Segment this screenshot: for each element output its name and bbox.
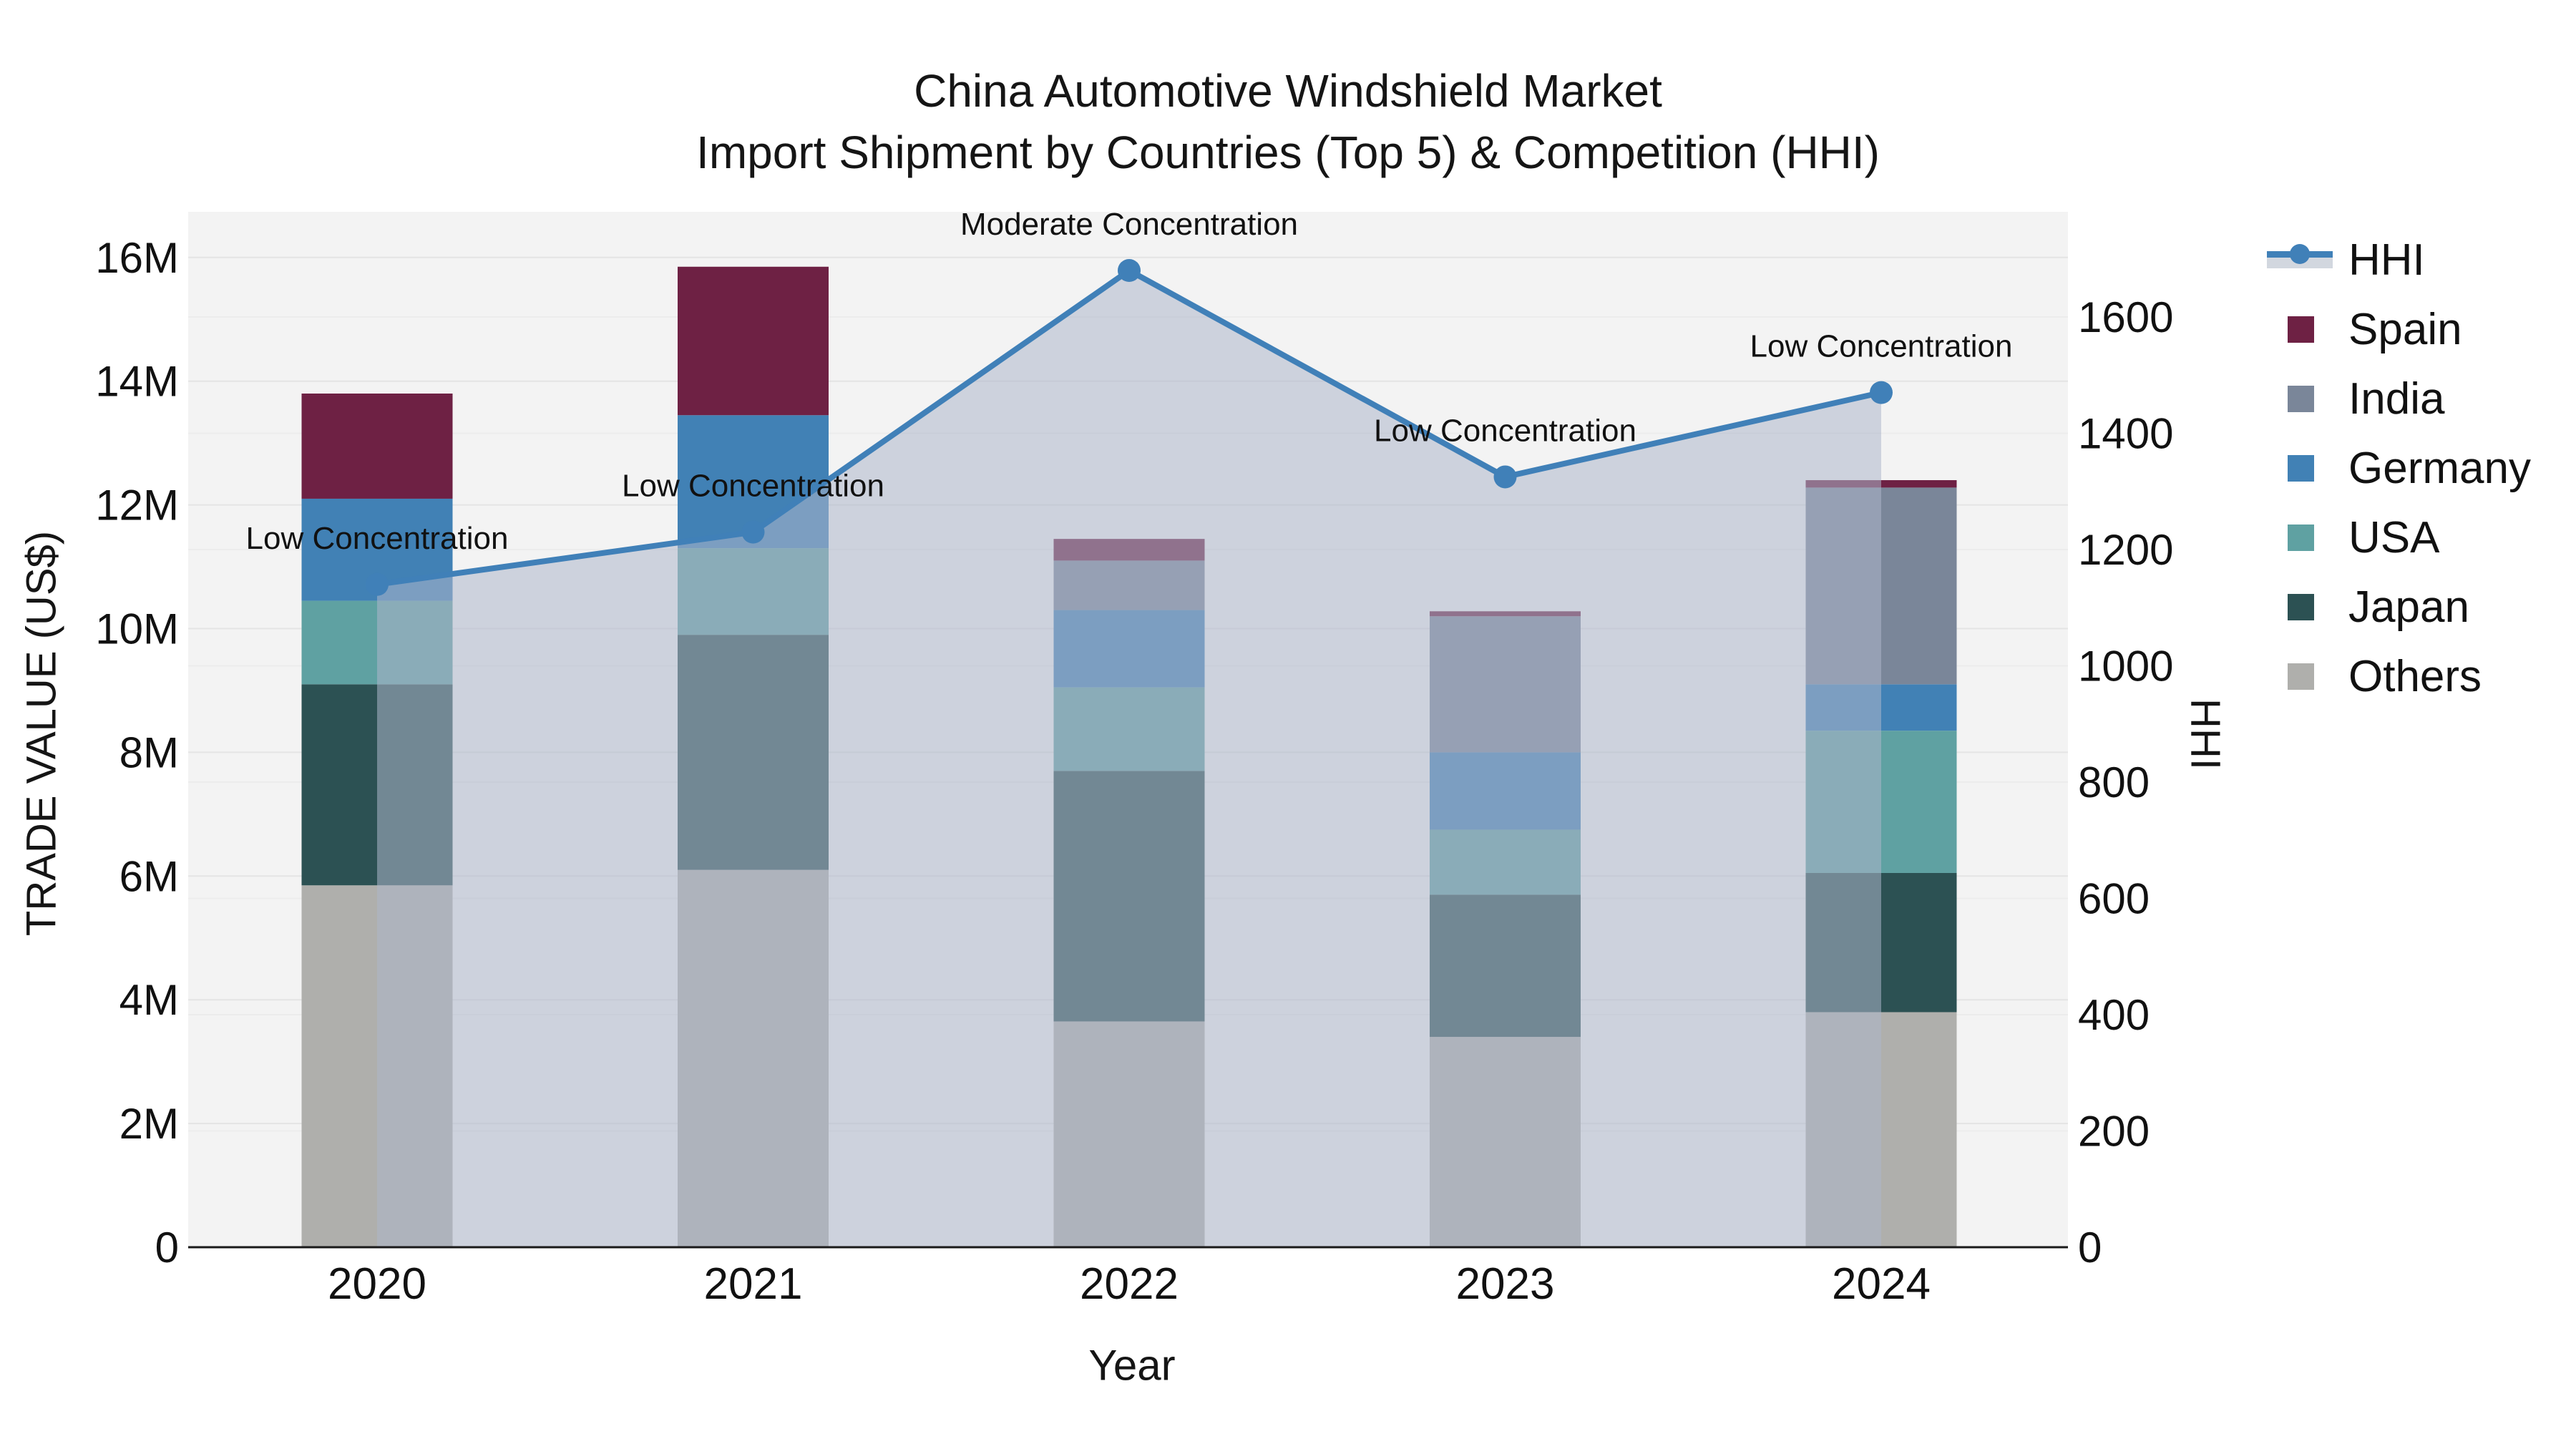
y-tick-label: 2M	[119, 1100, 179, 1148]
germany-swatch-icon	[2288, 455, 2314, 482]
y2-tick-label: 0	[2078, 1224, 2102, 1272]
y-tick-label: 16M	[95, 234, 179, 282]
y2-tick-label: 1000	[2078, 643, 2173, 691]
legend-item-spain[interactable]: Spain	[2263, 295, 2531, 364]
x-tick-label-2022: 2022	[1080, 1259, 1179, 1309]
y-tick-label: 6M	[119, 852, 179, 900]
y-tick-label: 8M	[119, 728, 179, 776]
usa-swatch-icon	[2288, 525, 2314, 551]
y-tick-label: 14M	[95, 358, 179, 406]
annotation-2024: Low Concentration	[1750, 329, 2013, 364]
hhi-area-fill	[377, 270, 1881, 1247]
legend-item-japan[interactable]: Japan	[2263, 572, 2531, 642]
legend-item-hhi[interactable]: HHI	[2263, 225, 2531, 295]
x-tick-label-2020: 2020	[328, 1259, 426, 1309]
legend-item-others[interactable]: Others	[2263, 642, 2531, 711]
hhi-marker-2023[interactable]	[1493, 465, 1517, 489]
chart-title-line1: China Automotive Windshield Market	[914, 65, 1662, 117]
hhi-marker-2020[interactable]	[366, 572, 389, 596]
annotation-2020: Low Concentration	[246, 521, 509, 556]
annotation-2021: Low Concentration	[622, 469, 884, 504]
legend-item-usa[interactable]: USA	[2263, 503, 2531, 572]
y2-tick-label: 200	[2078, 1108, 2150, 1156]
hhi-marker-2022[interactable]	[1118, 259, 1141, 282]
bar-segment-spain-2020[interactable]	[301, 393, 453, 499]
y-tick-label: 0	[155, 1224, 179, 1272]
y2-axis-title: HHI	[2182, 698, 2229, 770]
legend-item-germany[interactable]: Germany	[2263, 434, 2531, 503]
x-tick-label-2024: 2024	[1832, 1259, 1931, 1309]
x-tick-label-2023: 2023	[1456, 1259, 1555, 1309]
spain-swatch-icon	[2288, 316, 2314, 343]
annotation-2023: Low Concentration	[1374, 413, 1636, 448]
y-tick-label: 10M	[95, 605, 179, 653]
y-tick-label: 12M	[95, 482, 179, 530]
y2-tick-label: 600	[2078, 875, 2150, 923]
y2-tick-label: 400	[2078, 991, 2150, 1039]
india-swatch-icon	[2288, 386, 2314, 412]
y-tick-label: 4M	[119, 976, 179, 1024]
annotation-2022: Moderate Concentration	[960, 207, 1298, 242]
japan-swatch-icon	[2288, 594, 2314, 620]
chart-title: China Automotive Windshield Market Impor…	[0, 60, 2576, 183]
x-axis-title: Year	[1088, 1341, 1176, 1390]
hhi-line-swatch-icon	[2263, 225, 2348, 295]
legend: HHI Spain India Germany USA Japan Others	[2263, 225, 2531, 711]
chart-title-line2: Import Shipment by Countries (Top 5) & C…	[696, 127, 1880, 178]
y-axis-title: TRADE VALUE (US$)	[18, 530, 65, 937]
others-swatch-icon	[2288, 663, 2314, 690]
legend-item-india[interactable]: India	[2263, 364, 2531, 434]
y2-tick-label: 1600	[2078, 293, 2173, 341]
bar-segment-spain-2021[interactable]	[678, 266, 829, 416]
x-tick-label-2021: 2021	[704, 1259, 803, 1309]
y2-tick-label: 1200	[2078, 526, 2173, 574]
hhi-marker-2024[interactable]	[1870, 381, 1893, 404]
y2-tick-label: 1400	[2078, 410, 2173, 458]
y2-tick-label: 800	[2078, 758, 2150, 806]
hhi-marker-2021[interactable]	[741, 520, 765, 544]
